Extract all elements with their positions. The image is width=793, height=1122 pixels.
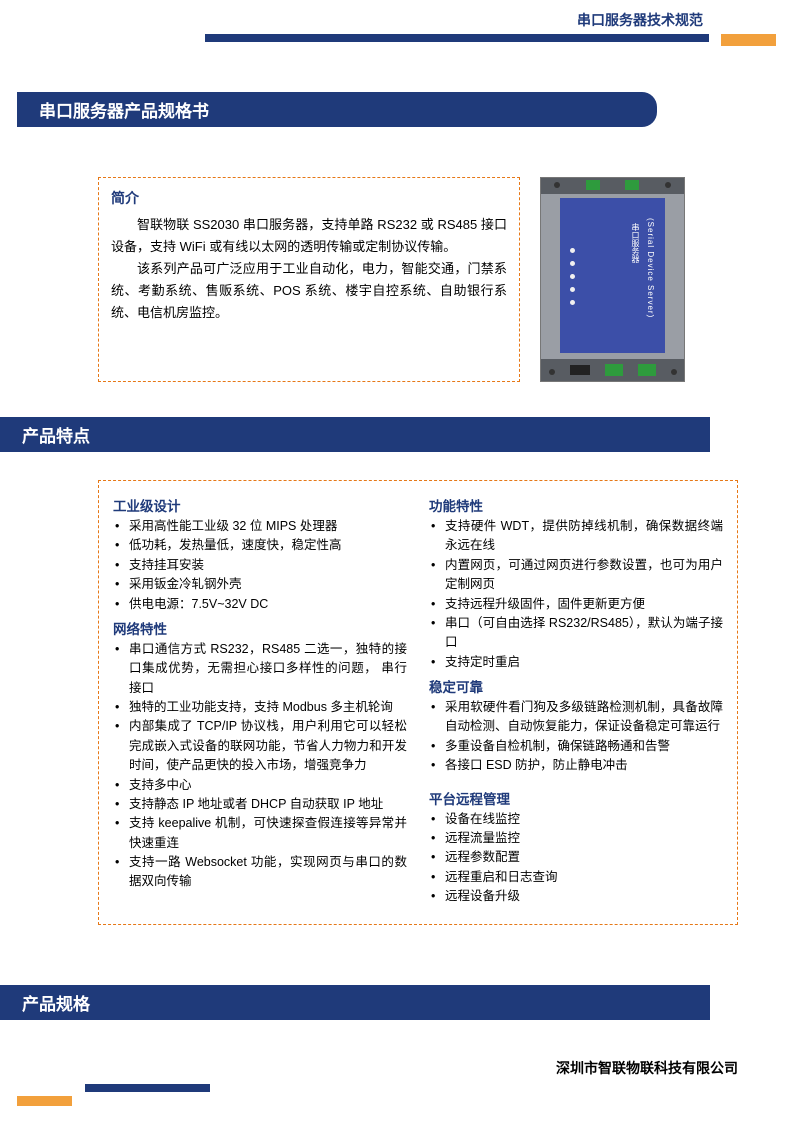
terminal-icon bbox=[586, 180, 600, 190]
led-icon bbox=[570, 261, 575, 266]
feat-heading-platform: 平台远程管理 bbox=[429, 788, 723, 808]
led-icon bbox=[570, 300, 575, 305]
intro-text: 智联物联 SS2030 串口服务器，支持单路 RS232 或 RS485 接口设… bbox=[111, 214, 507, 324]
list-item: 支持硬件 WDT，提供防掉线机制，确保数据终端永远在线 bbox=[429, 517, 723, 556]
intro-p1: 智联物联 SS2030 串口服务器，支持单路 RS232 或 RS485 接口设… bbox=[111, 214, 507, 258]
footer-blue-bar bbox=[85, 1084, 210, 1092]
list-item: 串口（可自由选择 RS232/RS485），默认为端子接口 bbox=[429, 614, 723, 653]
feat-list-network: 串口通信方式 RS232，RS485 二选一，独特的接口集成优势，无需担心接口多… bbox=[113, 640, 407, 892]
connector-icon bbox=[605, 364, 623, 376]
footer-bars bbox=[0, 1084, 793, 1104]
screw-icon bbox=[671, 369, 677, 375]
list-item: 内部集成了 TCP/IP 协议栈，用户利用它可以轻松完成嵌入式设备的联网功能，节… bbox=[113, 717, 407, 775]
feat-heading-network: 网络特性 bbox=[113, 618, 407, 638]
list-item: 采用软硬件看门狗及多级链路检测机制，具备故障自动检测、自动恢复能力，保证设备稳定… bbox=[429, 698, 723, 737]
page-footer: 深圳市智联物联科技有限公司 bbox=[0, 1058, 793, 1104]
list-item: 内置网页，可通过网页进行参数设置，也可为用户定制网页 bbox=[429, 556, 723, 595]
screw-icon bbox=[549, 369, 555, 375]
feat-list-industrial: 采用高性能工业级 32 位 MIPS 处理器 低功耗，发热量低，速度快，稳定性高… bbox=[113, 517, 407, 614]
screw-icon bbox=[554, 182, 560, 188]
list-item: 采用高性能工业级 32 位 MIPS 处理器 bbox=[113, 517, 407, 536]
serial-port-icon bbox=[570, 365, 590, 375]
led-icon bbox=[570, 287, 575, 292]
device-label-en: (Serial Device Server) bbox=[646, 218, 655, 318]
list-item: 远程流量监控 bbox=[429, 829, 723, 848]
list-item: 支持多中心 bbox=[113, 776, 407, 795]
list-item: 独特的工业功能支持，支持 Modbus 多主机轮询 bbox=[113, 698, 407, 717]
list-item: 远程重启和日志查询 bbox=[429, 868, 723, 887]
terminal-icon bbox=[625, 180, 639, 190]
feat-list-platform: 设备在线监控 远程流量监控 远程参数配置 远程重启和日志查询 远程设备升级 bbox=[429, 810, 723, 907]
footer-company: 深圳市智联物联科技有限公司 bbox=[0, 1058, 793, 1078]
device-bottom bbox=[541, 359, 684, 381]
list-item: 供电电源：7.5V~32V DC bbox=[113, 595, 407, 614]
intro-p2: 该系列产品可广泛应用于工业自动化，电力，智能交通，门禁系统、考勤系统、售贩系统、… bbox=[111, 258, 507, 324]
list-item: 采用钣金冷轧钢外壳 bbox=[113, 575, 407, 594]
feat-heading-reliable: 稳定可靠 bbox=[429, 676, 723, 696]
device-label-cn: 串口服务器 bbox=[630, 223, 641, 263]
screw-icon bbox=[665, 182, 671, 188]
intro-box: 简介 智联物联 SS2030 串口服务器，支持单路 RS232 或 RS485 … bbox=[98, 177, 520, 382]
list-item: 支持远程升级固件，固件更新更方便 bbox=[429, 595, 723, 614]
led-icon bbox=[570, 248, 575, 253]
feat-heading-function: 功能特性 bbox=[429, 495, 723, 515]
list-item: 支持一路 Websocket 功能，实现网页与串口的数据双向传输 bbox=[113, 853, 407, 892]
list-item: 远程参数配置 bbox=[429, 848, 723, 867]
list-item: 支持挂耳安装 bbox=[113, 556, 407, 575]
list-item: 设备在线监控 bbox=[429, 810, 723, 829]
features-left-col: 工业级设计 采用高性能工业级 32 位 MIPS 处理器 低功耗，发热量低，速度… bbox=[113, 491, 407, 910]
intro-heading: 简介 bbox=[111, 188, 507, 208]
header-blue-bar bbox=[205, 34, 709, 42]
page-header: 串口服务器技术规范 bbox=[0, 0, 793, 44]
connector-icon bbox=[638, 364, 656, 376]
list-item: 串口通信方式 RS232，RS485 二选一，独特的接口集成优势，无需担心接口多… bbox=[113, 640, 407, 698]
spec-banner: 产品规格 bbox=[0, 985, 710, 1020]
spec-section: 产品规格 bbox=[0, 985, 793, 1020]
list-item: 各接口 ESD 防护，防止静电冲击 bbox=[429, 756, 723, 775]
list-item: 远程设备升级 bbox=[429, 887, 723, 906]
device-leds bbox=[570, 248, 575, 305]
list-item: 低功耗，发热量低，速度快，稳定性高 bbox=[113, 536, 407, 555]
feat-list-reliable: 采用软硬件看门狗及多级链路检测机制，具备故障自动检测、自动恢复能力，保证设备稳定… bbox=[429, 698, 723, 776]
features-section: 产品特点 工业级设计 采用高性能工业级 32 位 MIPS 处理器 低功耗，发热… bbox=[0, 417, 793, 925]
intro-row: 简介 智联物联 SS2030 串口服务器，支持单路 RS232 或 RS485 … bbox=[98, 177, 793, 382]
device-body: 串口服务器 (Serial Device Server) bbox=[560, 198, 665, 353]
device-image: 串口服务器 (Serial Device Server) bbox=[540, 177, 685, 382]
list-item: 支持 keepalive 机制，可快速探查假连接等异常并快速重连 bbox=[113, 814, 407, 853]
title-banner: 串口服务器产品规格书 bbox=[17, 92, 657, 127]
led-icon bbox=[570, 274, 575, 279]
device-top bbox=[541, 178, 684, 194]
footer-orange-bar bbox=[17, 1096, 72, 1106]
feat-list-function: 支持硬件 WDT，提供防掉线机制，确保数据终端永远在线 内置网页，可通过网页进行… bbox=[429, 517, 723, 672]
header-title: 串口服务器技术规范 bbox=[577, 10, 703, 30]
list-item: 支持静态 IP 地址或者 DHCP 自动获取 IP 地址 bbox=[113, 795, 407, 814]
features-box: 工业级设计 采用高性能工业级 32 位 MIPS 处理器 低功耗，发热量低，速度… bbox=[98, 480, 738, 925]
header-orange-bar bbox=[721, 34, 776, 46]
features-right-col: 功能特性 支持硬件 WDT，提供防掉线机制，确保数据终端永远在线 内置网页，可通… bbox=[429, 491, 723, 910]
features-banner: 产品特点 bbox=[0, 417, 710, 452]
list-item: 支持定时重启 bbox=[429, 653, 723, 672]
feat-heading-industrial: 工业级设计 bbox=[113, 495, 407, 515]
list-item: 多重设备自检机制，确保链路畅通和告警 bbox=[429, 737, 723, 756]
